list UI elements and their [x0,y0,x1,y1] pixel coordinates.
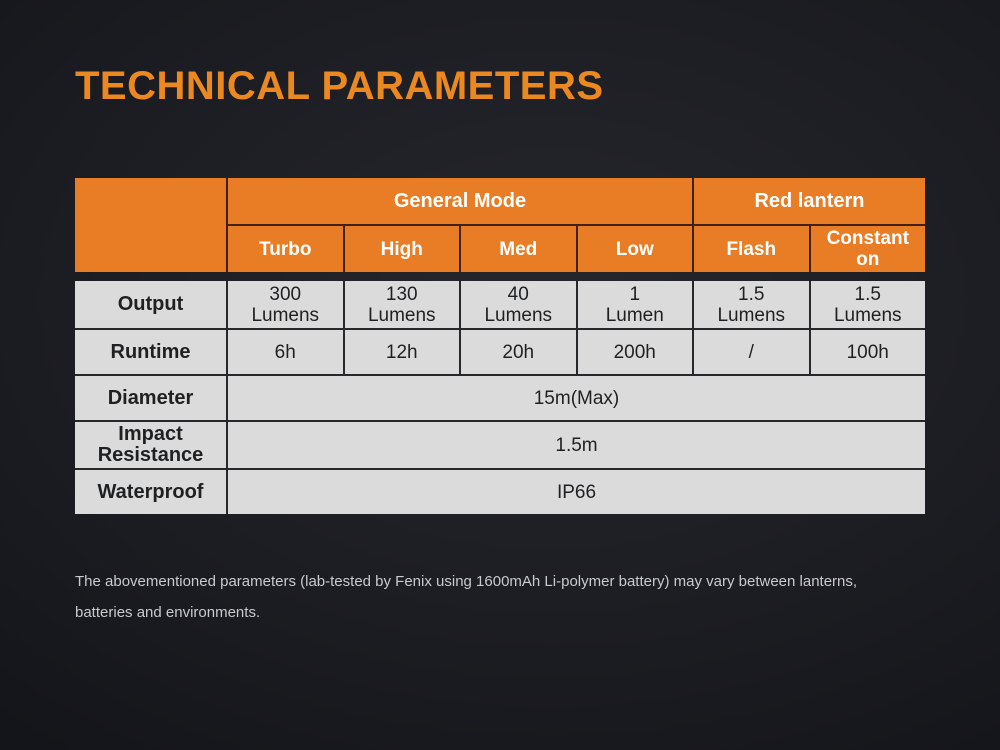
footnote-line-1: The abovementioned parameters (lab-teste… [75,573,858,590]
table-header: General Mode Red lantern Turbo High Med … [75,178,925,272]
table-body: Output 300 Lumens 130 Lumens 40 Lumens 1… [75,281,925,514]
cell-output-low: 1 Lumen [577,281,692,328]
cell-output-med: 40 Lumens [461,281,576,328]
row-label-diameter: Diameter [75,376,226,420]
cell-impact-resistance-value: 1.5m [228,422,925,468]
page-title: TECHNICAL PARAMETERS [75,64,604,108]
cell-waterproof-value: IP66 [228,470,925,514]
header-mode-turbo: Turbo [228,226,343,272]
footnote-line-2: batteries and environments. [75,604,261,621]
cell-output-turbo: 300 Lumens [228,281,343,328]
header-mode-low: Low [577,226,692,272]
cell-runtime-high: 12h [344,330,459,374]
cell-runtime-constant-on: 100h [810,330,925,374]
cell-output-flash: 1.5 Lumens [694,281,809,328]
cell-output-constant-on: 1.5 Lumens [810,281,925,328]
row-label-waterproof: Waterproof [75,470,226,514]
header-group-general-mode: General Mode [228,178,692,224]
cell-runtime-low: 200h [577,330,692,374]
row-label-output: Output [75,281,226,328]
cell-runtime-turbo: 6h [228,330,343,374]
spec-table: General Mode Red lantern Turbo High Med … [75,178,925,514]
cell-runtime-med: 20h [461,330,576,374]
header-mode-high: High [344,226,459,272]
footnote: The abovementioned parameters (lab-teste… [75,566,935,628]
header-mode-constant-on: Constant on [810,226,925,272]
row-label-impact-resistance: Impact Resistance [75,422,226,468]
header-mode-med: Med [461,226,576,272]
cell-diameter-value: 15m(Max) [228,376,925,420]
row-label-runtime: Runtime [75,330,226,374]
header-corner-cell [75,178,226,272]
cell-runtime-flash: / [694,330,809,374]
header-mode-flash: Flash [694,226,809,272]
cell-output-high: 130 Lumens [344,281,459,328]
header-group-red-lantern: Red lantern [694,178,925,224]
